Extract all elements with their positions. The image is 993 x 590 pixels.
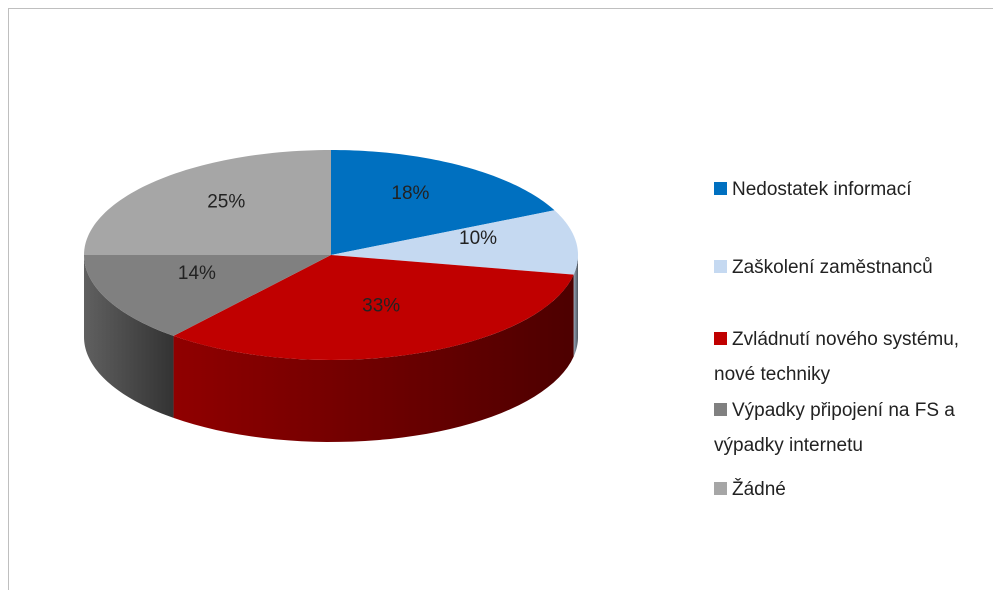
slice xyxy=(84,150,331,255)
legend-item: Zvládnutí nového systému, nové techniky xyxy=(714,322,989,392)
data-label: 18% xyxy=(391,183,429,204)
slice xyxy=(331,150,555,255)
data-label: 14% xyxy=(178,263,216,284)
legend-item: Žádné xyxy=(714,472,989,507)
slice-side xyxy=(84,255,174,418)
slice-side xyxy=(573,255,578,357)
data-label: 25% xyxy=(207,191,245,212)
slice xyxy=(173,255,574,360)
legend-swatch xyxy=(714,260,727,273)
slice-side xyxy=(173,274,574,442)
chart-border xyxy=(8,8,993,590)
legend-item: Zaškolení zaměstnanců xyxy=(714,250,989,285)
slice xyxy=(331,210,578,275)
legend-swatch xyxy=(714,182,727,195)
legend-label: Výpadky připojení na FS a výpadky intern… xyxy=(714,400,955,456)
legend-swatch xyxy=(714,482,727,495)
legend-item: Nedostatek informací xyxy=(714,172,989,207)
legend-label: Nedostatek informací xyxy=(732,179,912,200)
legend-item: Výpadky připojení na FS a výpadky intern… xyxy=(714,393,989,463)
legend-swatch xyxy=(714,332,727,345)
data-label: 10% xyxy=(459,228,497,249)
legend-label: Žádné xyxy=(732,479,786,500)
slice xyxy=(84,255,331,336)
data-label: 33% xyxy=(362,295,400,316)
legend-label: Zaškolení zaměstnanců xyxy=(732,257,933,278)
legend-swatch xyxy=(714,403,727,416)
legend-label: Zvládnutí nového systému, nové techniky xyxy=(714,329,960,385)
